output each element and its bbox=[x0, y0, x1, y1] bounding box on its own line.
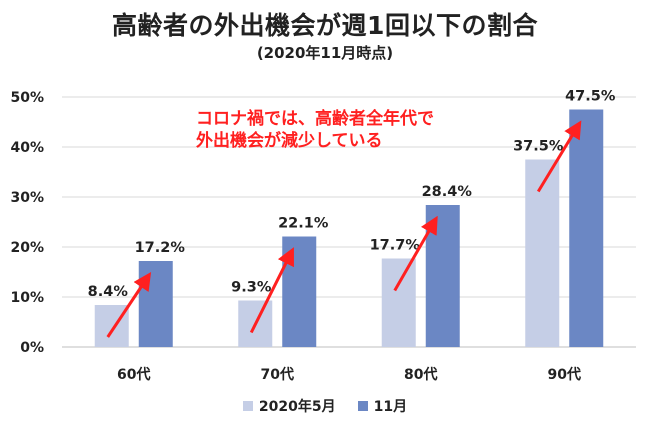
increase-arrow bbox=[106, 272, 152, 338]
data-label: 28.4% bbox=[422, 184, 473, 200]
legend-label-nov: 11月 bbox=[373, 399, 408, 415]
x-tick-label: 70代 bbox=[261, 366, 294, 383]
y-tick-label: 50% bbox=[10, 90, 44, 106]
legend-item-nov: 11月 bbox=[357, 396, 408, 416]
y-tick-label: 40% bbox=[10, 140, 44, 156]
data-label: 22.1% bbox=[278, 216, 329, 232]
chart-subtitle: (2020年11月時点) bbox=[256, 44, 394, 62]
legend: 2020年5月 11月 bbox=[0, 396, 650, 416]
bar bbox=[569, 109, 604, 347]
x-tick-label: 90代 bbox=[548, 366, 581, 383]
data-label: 9.3% bbox=[231, 280, 272, 296]
y-tick-label: 20% bbox=[10, 240, 44, 256]
y-tick-label: 10% bbox=[10, 290, 44, 306]
data-label: 37.5% bbox=[513, 139, 564, 155]
legend-swatch-may bbox=[242, 401, 253, 411]
bar bbox=[381, 258, 416, 347]
x-tick-label: 60代 bbox=[117, 366, 150, 383]
data-label: 17.2% bbox=[135, 240, 186, 256]
increase-arrow bbox=[393, 215, 438, 292]
x-tick-label: 80代 bbox=[404, 366, 437, 383]
bar bbox=[138, 261, 173, 347]
data-label: 17.7% bbox=[370, 238, 421, 254]
data-label: 47.5% bbox=[565, 89, 616, 105]
bar bbox=[282, 236, 317, 347]
legend-swatch-nov bbox=[357, 401, 368, 411]
y-tick-label: 0% bbox=[20, 340, 44, 356]
increase-arrow bbox=[536, 120, 582, 193]
increase-arrow bbox=[249, 247, 294, 334]
y-tick-label: 30% bbox=[10, 190, 44, 206]
chart-title: 高齢者の外出機会が週1回以下の割合 bbox=[112, 11, 538, 40]
annotation-line: 外出機会が減少している bbox=[196, 130, 383, 151]
data-label: 8.4% bbox=[88, 284, 129, 300]
legend-label-may: 2020年5月 bbox=[258, 399, 336, 415]
legend-item-may: 2020年5月 bbox=[242, 396, 336, 416]
bar bbox=[525, 159, 560, 347]
annotation-line: コロナ禍では、高齢者全年代で bbox=[196, 108, 434, 129]
